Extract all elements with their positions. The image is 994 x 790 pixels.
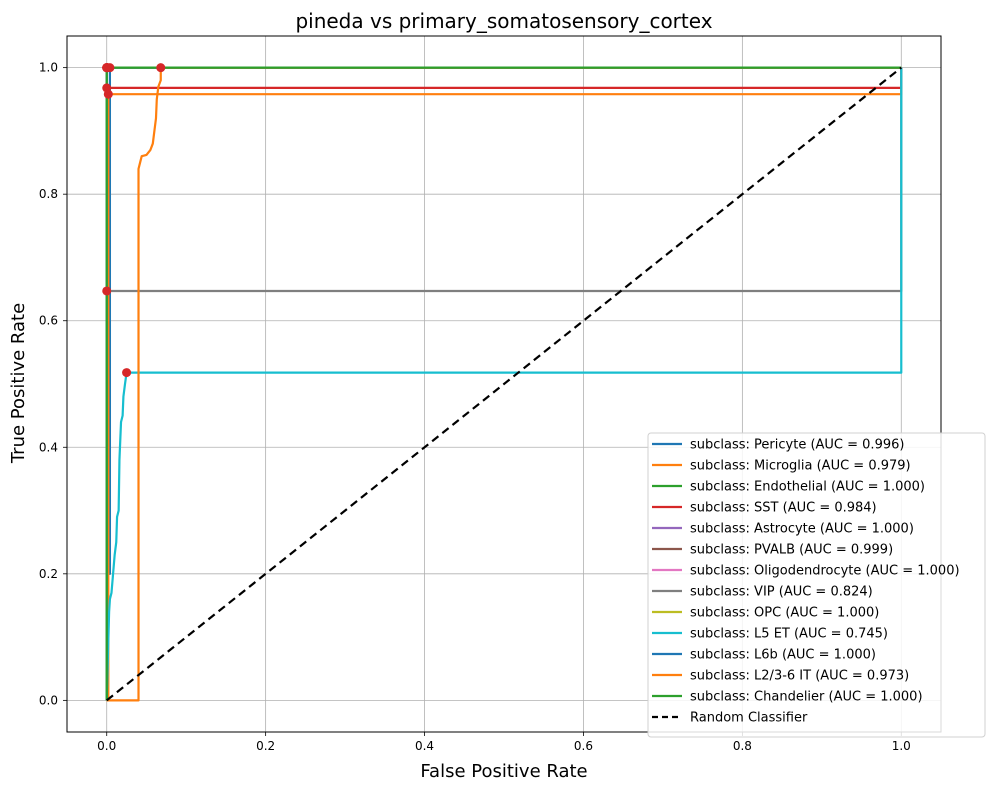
legend-label: subclass: Oligodendrocyte (AUC = 1.000) [690,564,960,579]
threshold-marker-12 [102,63,112,73]
x-tick-label: 0.8 [733,739,752,753]
legend-box [647,432,986,738]
legend-label: subclass: Microglia (AUC = 0.979) [690,459,911,474]
legend-label: subclass: Astrocyte (AUC = 1.000) [690,522,914,537]
legend-label: subclass: L6b (AUC = 1.000) [690,648,876,663]
random-classifier-line [106,66,902,702]
x-tick-label: 0.4 [415,739,434,753]
x-axis-label: False Positive Rate [420,761,587,782]
legend-label: subclass: OPC (AUC = 1.000) [690,606,879,621]
legend-label: subclass: L2/3-6 IT (AUC = 0.973) [690,669,909,684]
y-tick-label: 1.0 [39,61,58,75]
y-tick-label: 0.2 [39,567,58,581]
threshold-markers [102,63,166,378]
threshold-marker-7 [102,286,112,296]
legend: subclass: Pericyte (AUC = 0.996) subclass… [647,432,986,738]
x-tick-label: 1.0 [892,739,911,753]
legend-label: subclass: Pericyte (AUC = 0.996) [690,438,904,453]
x-tick-label: 0.0 [97,739,116,753]
legend-label: subclass: VIP (AUC = 0.824) [690,585,873,600]
y-tick-label: 0.0 [39,693,58,707]
y-tick-label: 0.6 [39,314,58,328]
y-tick-label: 0.8 [39,187,58,201]
legend-label: subclass: Chandelier (AUC = 1.000) [690,690,923,705]
threshold-marker-11 [156,63,166,73]
plot-frame [66,35,942,733]
legend-label: subclass: L5 ET (AUC = 0.745) [690,627,888,642]
threshold-marker-9 [122,368,132,378]
legend-label: subclass: PVALB (AUC = 0.999) [690,543,893,558]
legend-label: subclass: Endothelial (AUC = 1.000) [690,480,925,495]
legend-label: subclass: SST (AUC = 0.984) [690,501,877,516]
roc-curve-11 [106,66,902,702]
y-axis-label: True Positive Rate [8,303,29,464]
x-tick-label: 0.2 [256,739,275,753]
legend-label: Random Classifier [690,711,808,726]
roc-curve-9 [105,67,903,701]
threshold-marker-3 [102,83,112,93]
y-tick-label: 0.4 [39,440,58,454]
x-tick-label: 0.6 [574,739,593,753]
chart-title: pineda vs primary_somatosensory_cortex [295,9,712,33]
